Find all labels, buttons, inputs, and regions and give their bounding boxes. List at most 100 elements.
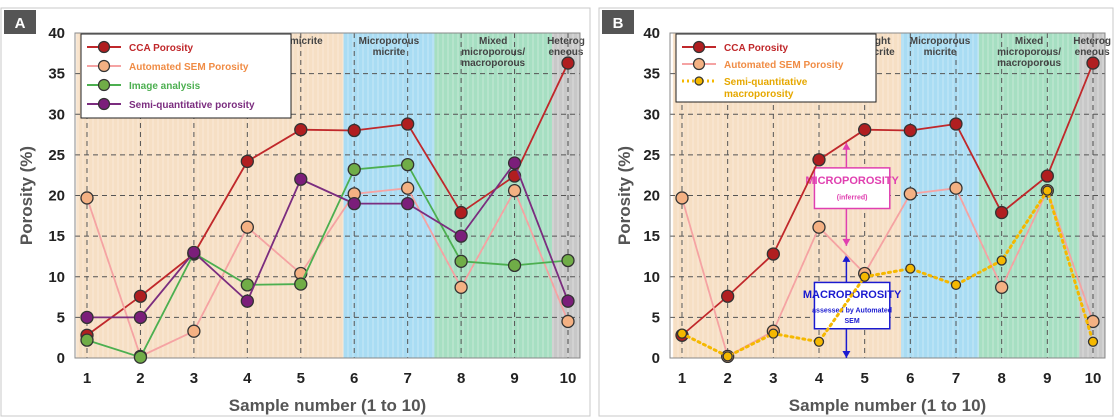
data-point bbox=[675, 191, 689, 205]
x-tick-label: 8 bbox=[997, 370, 1005, 387]
panel-frame bbox=[598, 7, 1114, 417]
arrow-head bbox=[842, 238, 851, 246]
legend-label: Automated SEM Porosity bbox=[129, 62, 249, 73]
legend-label: Semi-quantitative porosity bbox=[129, 100, 255, 111]
x-tick-label: 5 bbox=[860, 370, 868, 387]
y-tick-label: 10 bbox=[48, 269, 65, 286]
x-tick-label: 9 bbox=[1043, 370, 1051, 387]
data-point bbox=[721, 289, 735, 303]
data-point bbox=[949, 181, 963, 195]
data-point bbox=[294, 172, 308, 186]
region-label: eneous bbox=[1075, 47, 1110, 58]
y-tick-label: 5 bbox=[57, 309, 65, 326]
y-tick-label: 40 bbox=[48, 25, 65, 42]
plot-border bbox=[74, 32, 581, 359]
data-point bbox=[766, 247, 780, 261]
x-tick-label: 4 bbox=[815, 370, 824, 387]
arrow-head bbox=[842, 351, 851, 358]
x-axis-label: Sample number (1 to 10) bbox=[229, 396, 426, 415]
region-label: macroporous bbox=[461, 58, 525, 69]
macroporosity-subtitle: assessed by Automated bbox=[812, 308, 892, 315]
region-label: Mixed bbox=[479, 36, 507, 47]
data-point bbox=[80, 310, 94, 325]
data-point bbox=[294, 123, 308, 137]
region-label: Tight bbox=[866, 36, 891, 47]
region-band bbox=[978, 33, 1080, 358]
data-point bbox=[187, 324, 201, 338]
data-point bbox=[401, 157, 415, 172]
x-tick-label: 8 bbox=[457, 370, 465, 387]
x-axis-label: Sample number (1 to 10) bbox=[789, 396, 986, 415]
panel-label-box bbox=[602, 10, 634, 34]
data-point bbox=[561, 56, 575, 70]
legend-swatch-marker bbox=[97, 78, 111, 92]
microporosity-box bbox=[813, 167, 891, 210]
legend-swatch-marker bbox=[692, 57, 706, 71]
data-point bbox=[347, 196, 361, 211]
x-tick-label: 10 bbox=[1085, 370, 1102, 387]
data-point bbox=[347, 123, 361, 138]
data-point bbox=[905, 263, 916, 274]
y-tick-label: 35 bbox=[643, 66, 660, 83]
data-point bbox=[949, 117, 963, 131]
x-tick-label: 9 bbox=[510, 370, 518, 387]
data-point bbox=[454, 280, 468, 294]
series-line bbox=[86, 62, 569, 336]
data-point bbox=[454, 229, 468, 243]
legend-swatch-marker bbox=[692, 40, 706, 54]
y-tick-label: 15 bbox=[643, 228, 660, 245]
x-tick-label: 3 bbox=[769, 370, 777, 387]
data-point bbox=[401, 181, 415, 195]
series-line bbox=[86, 163, 569, 359]
legend-label: Image analysis bbox=[129, 81, 201, 92]
y-tick-label: 20 bbox=[643, 188, 660, 205]
y-tick-label: 5 bbox=[652, 309, 660, 326]
x-tick-label: 7 bbox=[403, 370, 411, 387]
y-tick-label: 30 bbox=[643, 106, 660, 123]
region-label: Mixed bbox=[1015, 36, 1043, 47]
region-label: microporous/ bbox=[461, 47, 525, 58]
region-label: Tight micrite bbox=[263, 36, 323, 47]
data-point bbox=[903, 187, 917, 201]
legend-swatch-marker bbox=[97, 59, 111, 73]
region-label: Microporous bbox=[359, 36, 420, 47]
data-point bbox=[240, 278, 254, 292]
data-point bbox=[1042, 185, 1053, 196]
legend-label: Automated SEM Porosity bbox=[724, 60, 844, 71]
data-point bbox=[240, 154, 254, 169]
macroporosity-box bbox=[813, 281, 891, 330]
data-point bbox=[995, 205, 1009, 220]
data-point bbox=[995, 280, 1009, 294]
data-point bbox=[240, 294, 254, 308]
arrow-head bbox=[842, 142, 851, 150]
data-point bbox=[1087, 336, 1099, 347]
data-point bbox=[996, 255, 1007, 266]
data-point bbox=[903, 123, 917, 138]
x-tick-label: 6 bbox=[906, 370, 914, 387]
legend-label: Semi-quantitative bbox=[724, 77, 808, 88]
data-point bbox=[561, 294, 575, 308]
region-label: Heterog bbox=[1073, 36, 1111, 47]
legend-label: CCA Porosity bbox=[724, 43, 789, 54]
data-point bbox=[1086, 56, 1100, 70]
data-point bbox=[240, 220, 254, 234]
data-point bbox=[133, 350, 148, 364]
x-tick-label: 4 bbox=[243, 370, 252, 387]
series-line bbox=[680, 189, 1095, 358]
x-tick-label: 5 bbox=[297, 370, 305, 387]
microporosity-title: MICROPOROSITY bbox=[805, 175, 899, 187]
series-line bbox=[87, 162, 569, 319]
legend-label: CCA Porosity bbox=[129, 43, 194, 54]
data-point bbox=[80, 191, 94, 205]
panel-label: B bbox=[613, 15, 624, 32]
region-label: micrite bbox=[373, 47, 406, 58]
region-label: Heterog bbox=[547, 36, 585, 47]
y-tick-label: 25 bbox=[48, 147, 65, 164]
data-point bbox=[347, 162, 361, 177]
data-point bbox=[561, 314, 575, 329]
x-tick-label: 10 bbox=[560, 370, 577, 387]
data-point bbox=[507, 258, 522, 273]
legend-swatch-marker bbox=[694, 76, 704, 86]
